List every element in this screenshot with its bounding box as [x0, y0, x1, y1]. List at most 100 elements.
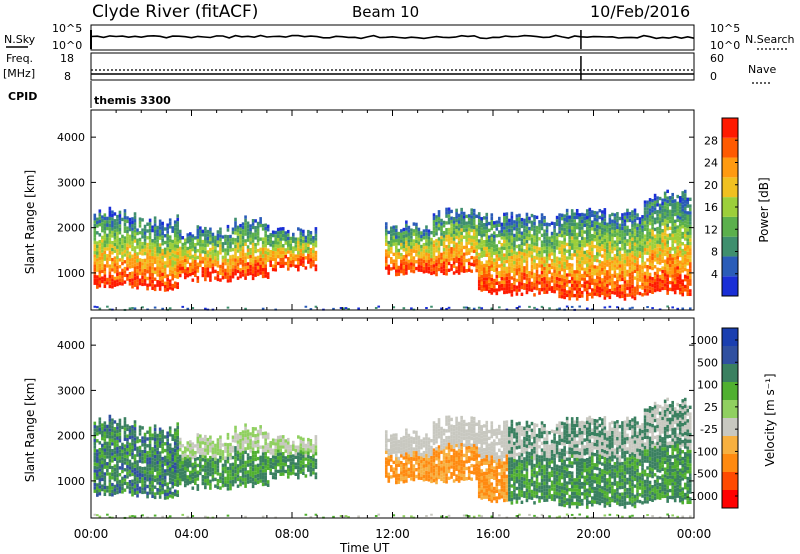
power-cell — [608, 248, 612, 252]
power-cell — [442, 271, 446, 276]
power-cell — [211, 263, 215, 267]
velocity-cell — [141, 439, 144, 444]
power-cell — [518, 257, 521, 262]
power-cell — [578, 213, 582, 217]
power-cell — [535, 242, 539, 247]
power-cell — [651, 219, 654, 223]
velocity-cell — [236, 464, 240, 468]
velocity-cell — [163, 496, 167, 500]
power-cell — [178, 267, 182, 271]
power-cell — [678, 280, 682, 285]
power-cell — [666, 223, 669, 227]
power-cell — [442, 264, 446, 269]
power-cell — [638, 254, 642, 258]
power-cell — [151, 286, 154, 290]
power-cell — [575, 280, 579, 284]
power-cell — [588, 211, 592, 215]
power-cell — [435, 238, 438, 243]
power-cell — [435, 266, 438, 270]
power-cell — [168, 218, 172, 222]
power-cell — [158, 219, 162, 223]
power-cell — [525, 260, 529, 264]
power-cell — [126, 216, 129, 220]
power-cell — [513, 223, 516, 227]
power-cell — [658, 257, 662, 262]
power-cell — [603, 258, 607, 263]
power-cell — [525, 267, 529, 271]
velocity-cell — [131, 431, 134, 436]
power-cell — [234, 251, 237, 256]
power-cell — [239, 227, 242, 231]
power-cell — [173, 223, 177, 228]
velocity-cell — [121, 449, 124, 453]
power-cell — [638, 223, 642, 228]
power-cell — [251, 259, 255, 264]
velocity-cell — [93, 431, 97, 436]
power-cell — [525, 219, 529, 223]
velocity-cell — [96, 428, 99, 433]
velocity-cell — [118, 486, 122, 490]
power-cell — [480, 244, 484, 248]
velocity-cell — [106, 485, 109, 490]
power-cell — [533, 218, 536, 222]
power-cell — [158, 229, 162, 234]
power-cell — [133, 276, 137, 281]
power-cell — [294, 237, 298, 241]
power-cell — [493, 241, 496, 245]
power-cell — [284, 234, 288, 239]
power-cell — [560, 250, 564, 255]
power-cell — [178, 256, 182, 261]
power-cell — [168, 282, 172, 287]
velocity-cell — [123, 461, 127, 465]
power-cell — [636, 223, 639, 227]
power-cell — [671, 213, 674, 217]
power-cell — [93, 267, 97, 272]
velocity-cell — [191, 442, 195, 446]
power-cell — [128, 275, 132, 279]
power-cell — [108, 284, 112, 289]
power-cell — [661, 279, 664, 284]
power-cell — [437, 216, 441, 221]
power-cell — [422, 266, 426, 271]
power-cell — [425, 252, 428, 256]
power-cell — [621, 277, 624, 282]
velocity-cell — [111, 472, 114, 477]
power-cell — [616, 262, 619, 267]
velocity-cell — [156, 491, 159, 495]
power-cell — [641, 225, 644, 229]
power-cell — [638, 264, 642, 269]
power-cell — [606, 259, 609, 264]
power-cell — [103, 220, 107, 224]
power-cell — [457, 251, 461, 255]
power-cell — [631, 281, 634, 285]
velocity-cell — [234, 439, 237, 443]
power-cell — [653, 282, 657, 286]
power-cell — [472, 208, 476, 213]
power-cell — [585, 232, 589, 237]
power-cell — [163, 227, 167, 231]
velocity-cell — [131, 515, 134, 518]
power-cell — [671, 260, 674, 265]
power-cell — [392, 259, 396, 263]
velocity-cell — [158, 437, 162, 442]
power-cell — [513, 233, 516, 238]
power-cell — [601, 281, 604, 285]
power-cell — [633, 293, 637, 297]
power-cell — [663, 239, 667, 243]
power-cell — [482, 263, 486, 268]
power-cell — [216, 260, 220, 265]
power-cell — [244, 239, 247, 243]
power-cell — [540, 270, 544, 275]
power-cell — [643, 237, 647, 242]
power-cell — [173, 257, 177, 262]
power-cell — [216, 230, 220, 234]
velocity-cell — [111, 459, 114, 463]
velocity-cell — [151, 453, 154, 458]
velocity-cell — [176, 425, 180, 430]
power-cell — [121, 251, 124, 256]
power-cell — [389, 257, 393, 261]
power-cell — [440, 242, 443, 246]
velocity-cell — [123, 437, 127, 441]
power-cell — [681, 307, 685, 310]
power-cell — [573, 253, 576, 257]
